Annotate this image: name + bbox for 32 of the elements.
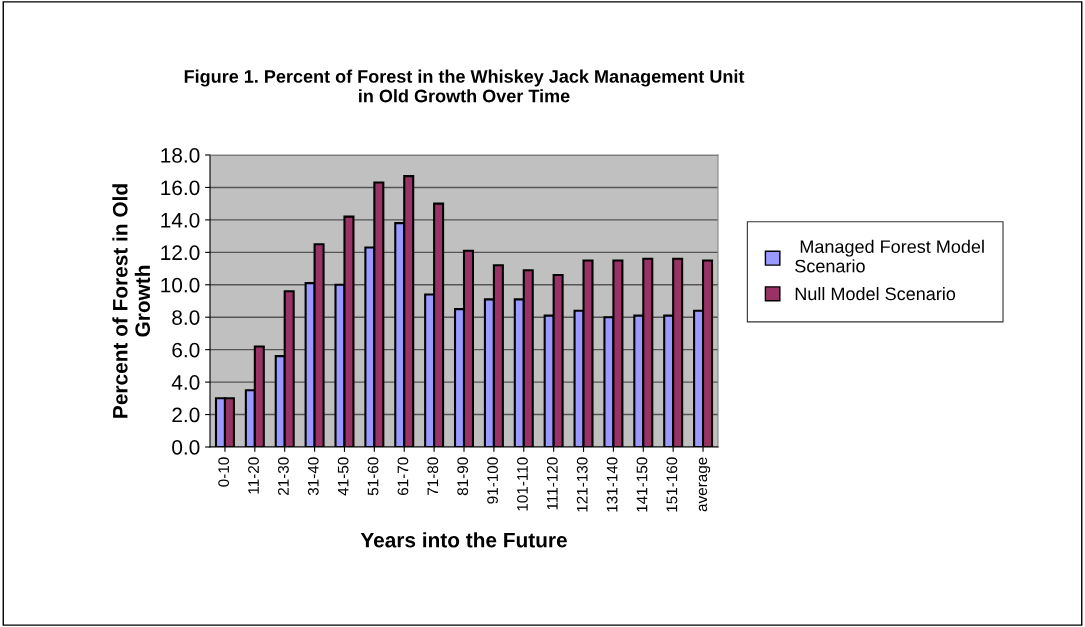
x-tick-label: 81-90 — [457, 457, 469, 496]
y-tick-label: 4.0 — [171, 375, 200, 390]
y-tick-label: 18.0 — [161, 148, 200, 163]
x-tick-label: 111-120 — [546, 457, 558, 510]
x-tick-label: 141-150 — [636, 457, 648, 512]
x-tick-label: 151-160 — [666, 457, 678, 512]
x-tick-label: 71-80 — [427, 457, 439, 496]
y-tick-label: 8.0 — [172, 310, 200, 325]
x-tick-label: 91-100 — [487, 457, 498, 504]
x-tick-label: 131-140 — [606, 457, 618, 512]
y-tick-label: 2.0 — [172, 407, 200, 423]
x-tick-label: 51-60 — [367, 457, 379, 496]
y-tick-label: 14.0 — [161, 212, 200, 228]
legend-label: Managed Forest Model Scenario — [795, 239, 984, 273]
x-tick-label: 11-20 — [248, 457, 259, 494]
x-axis-title: Years into the Future — [360, 532, 567, 548]
y-tick-label: 10.0 — [161, 277, 200, 293]
x-tick-label: 61-70 — [397, 457, 409, 496]
y-tick-label: 6.0 — [172, 342, 200, 358]
x-tick-label: 21-30 — [277, 457, 289, 496]
x-tick-label: 121-130 — [576, 457, 588, 512]
x-tick-label: 41-50 — [337, 457, 349, 496]
chart-title: Figure 1. Percent of Forest in the Whiskey Jack Management Unit in Old Growth Over Time — [184, 69, 745, 103]
x-tick-label: 101-110 — [517, 457, 528, 511]
x-tick-label: 31-40 — [307, 457, 319, 496]
x-tick-label: 0-10 — [218, 457, 230, 487]
x-tick-label: average — [698, 457, 711, 512]
y-tick-label: 16.0 — [161, 180, 200, 196]
legend-label: Null Model Scenario — [795, 286, 956, 301]
y-tick-label: 12.0 — [161, 245, 200, 261]
y-axis-title: Percent of Forest in Old Growth — [112, 184, 151, 418]
y-tick-label: 0.0 — [172, 440, 200, 455]
